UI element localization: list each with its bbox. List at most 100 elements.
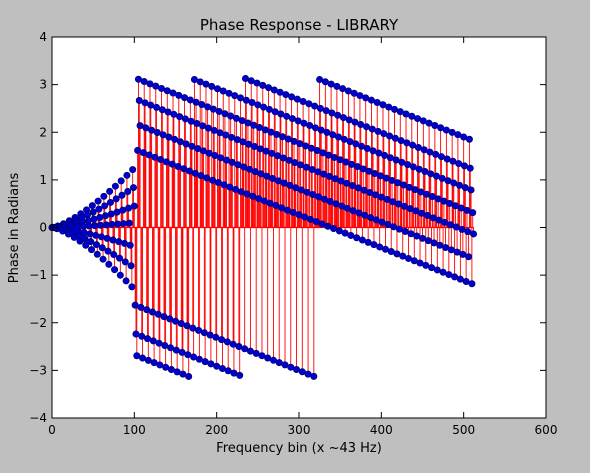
x-tick-label: 200 (205, 423, 228, 437)
stem-marker (450, 179, 458, 187)
stem-marker (325, 172, 333, 180)
stem-marker (271, 108, 279, 116)
stem-marker (211, 152, 219, 160)
stem-marker (235, 343, 243, 351)
stem-marker (205, 149, 213, 157)
stem-marker (199, 147, 207, 155)
stem-marker (223, 338, 231, 346)
stem-marker (427, 170, 435, 178)
stem-marker (92, 241, 100, 249)
stem-marker (317, 126, 325, 134)
stem-marker (270, 86, 278, 94)
stem-marker (153, 129, 161, 137)
stem-marker (248, 99, 256, 107)
stem-marker (98, 244, 106, 252)
stem-marker (339, 114, 347, 122)
stem-marker (369, 147, 377, 155)
stem-marker (344, 204, 352, 212)
stem-marker (241, 74, 249, 82)
stem-marker (389, 198, 397, 206)
stem-marker (164, 108, 172, 116)
stem-marker (445, 271, 453, 279)
stem-marker (347, 231, 355, 239)
y-tick-label: −2 (29, 316, 47, 330)
stem-marker (386, 154, 394, 162)
stem-marker (223, 156, 231, 164)
stem-marker (278, 204, 286, 212)
stem-marker (303, 188, 311, 196)
stem-marker (102, 212, 110, 220)
stem-marker (284, 135, 292, 143)
y-tick-label: −3 (29, 363, 47, 377)
stem-marker (289, 208, 297, 216)
stem-marker (438, 174, 446, 182)
stem-marker (343, 179, 351, 187)
stem-marker (244, 119, 252, 127)
stem-marker (175, 91, 183, 99)
stem-marker (412, 207, 420, 215)
stem-marker (280, 179, 288, 187)
stem-marker (306, 122, 314, 130)
stem-marker (440, 197, 448, 205)
stem-marker (135, 97, 143, 105)
stem-marker (268, 149, 276, 157)
y-tick-label: 0 (39, 221, 47, 235)
stem-marker (121, 258, 129, 266)
stem-marker (259, 81, 267, 89)
stem-marker (422, 261, 430, 269)
stem-marker (258, 352, 266, 360)
stem-marker (269, 175, 277, 183)
stem-marker (159, 131, 167, 139)
stem-marker (386, 132, 394, 140)
stem-marker (437, 153, 445, 161)
stem-lines (52, 78, 474, 377)
stem-marker (356, 92, 364, 100)
stem-marker (124, 187, 132, 195)
stem-marker (275, 359, 283, 367)
stem-marker (190, 353, 198, 361)
stem-marker (307, 215, 315, 223)
stem-marker (446, 199, 454, 207)
stem-marker (279, 133, 287, 141)
stem-marker (112, 195, 120, 203)
stem-marker (416, 259, 424, 267)
stem-marker (250, 121, 258, 129)
stem-marker (314, 168, 322, 176)
stem-marker (220, 181, 228, 189)
stem-marker (463, 206, 471, 214)
stem-marker (311, 102, 319, 110)
stem-marker (316, 104, 324, 112)
stem-marker (204, 103, 212, 111)
stem-marker (380, 130, 388, 138)
stem-marker (330, 153, 338, 161)
stem-marker (257, 170, 265, 178)
stem-marker (313, 147, 321, 155)
stem-marker (341, 229, 349, 237)
stem-marker (161, 342, 169, 350)
stem-marker (447, 246, 455, 254)
stem-marker (276, 88, 284, 96)
stem-marker (392, 156, 400, 164)
stem-marker (434, 195, 442, 203)
stem-marker (179, 370, 187, 378)
stem-marker (111, 182, 119, 190)
stem-marker (406, 205, 414, 213)
stem-marker (130, 202, 138, 210)
stem-marker (307, 144, 315, 152)
x-axis-label: Frequency bin (x ~43 Hz) (216, 441, 382, 456)
stem-marker (357, 120, 365, 128)
stem-marker (413, 232, 421, 240)
stem-marker (404, 161, 412, 169)
stem-marker (332, 200, 340, 208)
stem-marker (136, 122, 144, 130)
stem-marker (346, 138, 354, 146)
stem-marker (355, 209, 363, 217)
stem-marker (358, 236, 366, 244)
stem-marker (381, 151, 389, 159)
stem-marker (181, 115, 189, 123)
stem-marker (194, 145, 202, 153)
stem-marker (140, 78, 148, 86)
stem-marker (195, 355, 203, 363)
stem-marker (116, 271, 124, 279)
stem-marker (328, 109, 336, 117)
